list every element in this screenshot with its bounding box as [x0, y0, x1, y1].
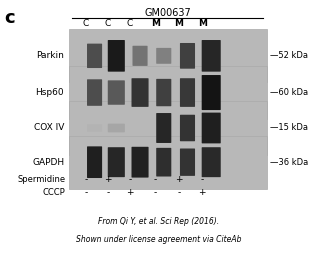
Text: C: C [127, 19, 133, 28]
Text: CCCP: CCCP [43, 188, 66, 197]
FancyBboxPatch shape [156, 113, 171, 143]
Text: M: M [198, 19, 207, 28]
Text: Spermidine: Spermidine [18, 175, 66, 184]
FancyBboxPatch shape [202, 40, 221, 72]
FancyBboxPatch shape [132, 46, 148, 66]
Text: C: C [105, 19, 111, 28]
Text: M: M [151, 19, 160, 28]
Text: GAPDH: GAPDH [32, 158, 64, 167]
Text: —36 kDa: —36 kDa [270, 158, 308, 167]
FancyBboxPatch shape [156, 48, 171, 64]
Text: -: - [129, 175, 132, 184]
FancyBboxPatch shape [132, 124, 148, 132]
FancyBboxPatch shape [202, 147, 221, 177]
Text: C: C [83, 19, 89, 28]
Text: —60 kDa: —60 kDa [270, 88, 308, 97]
FancyBboxPatch shape [180, 115, 195, 141]
Text: Parkin: Parkin [36, 51, 64, 60]
FancyBboxPatch shape [108, 147, 125, 177]
FancyBboxPatch shape [87, 124, 102, 132]
FancyBboxPatch shape [180, 78, 195, 107]
Text: —52 kDa: —52 kDa [270, 51, 308, 60]
FancyBboxPatch shape [69, 136, 267, 189]
FancyBboxPatch shape [180, 43, 195, 69]
FancyBboxPatch shape [131, 147, 149, 178]
FancyBboxPatch shape [108, 80, 125, 105]
Text: GM00637: GM00637 [144, 8, 191, 18]
Text: Hsp60: Hsp60 [35, 88, 64, 97]
Text: -: - [177, 188, 180, 197]
FancyBboxPatch shape [69, 66, 267, 119]
Text: -: - [201, 175, 204, 184]
FancyBboxPatch shape [69, 101, 267, 155]
FancyBboxPatch shape [131, 78, 149, 107]
FancyBboxPatch shape [202, 113, 221, 143]
Text: M: M [174, 19, 183, 28]
FancyBboxPatch shape [87, 146, 102, 178]
FancyBboxPatch shape [156, 148, 171, 177]
Text: +: + [198, 188, 206, 197]
Text: From Qi Y, et al. Sci Rep (2016).: From Qi Y, et al. Sci Rep (2016). [98, 217, 219, 226]
Text: -: - [85, 175, 88, 184]
FancyBboxPatch shape [156, 79, 171, 106]
Text: +: + [126, 188, 134, 197]
FancyBboxPatch shape [202, 75, 221, 110]
FancyBboxPatch shape [108, 124, 125, 132]
Text: COX IV: COX IV [34, 123, 64, 133]
Text: —15 kDa: —15 kDa [270, 123, 308, 133]
Text: -: - [153, 188, 157, 197]
FancyBboxPatch shape [87, 44, 102, 68]
FancyBboxPatch shape [69, 29, 267, 82]
Text: +: + [104, 175, 112, 184]
Text: c: c [4, 9, 15, 27]
FancyBboxPatch shape [180, 148, 195, 176]
Text: Shown under license agreement via CiteAb: Shown under license agreement via CiteAb [76, 235, 241, 244]
FancyBboxPatch shape [108, 40, 125, 72]
Text: -: - [107, 188, 110, 197]
Text: +: + [175, 175, 182, 184]
FancyBboxPatch shape [87, 79, 102, 106]
Text: -: - [85, 188, 88, 197]
Text: -: - [153, 175, 157, 184]
